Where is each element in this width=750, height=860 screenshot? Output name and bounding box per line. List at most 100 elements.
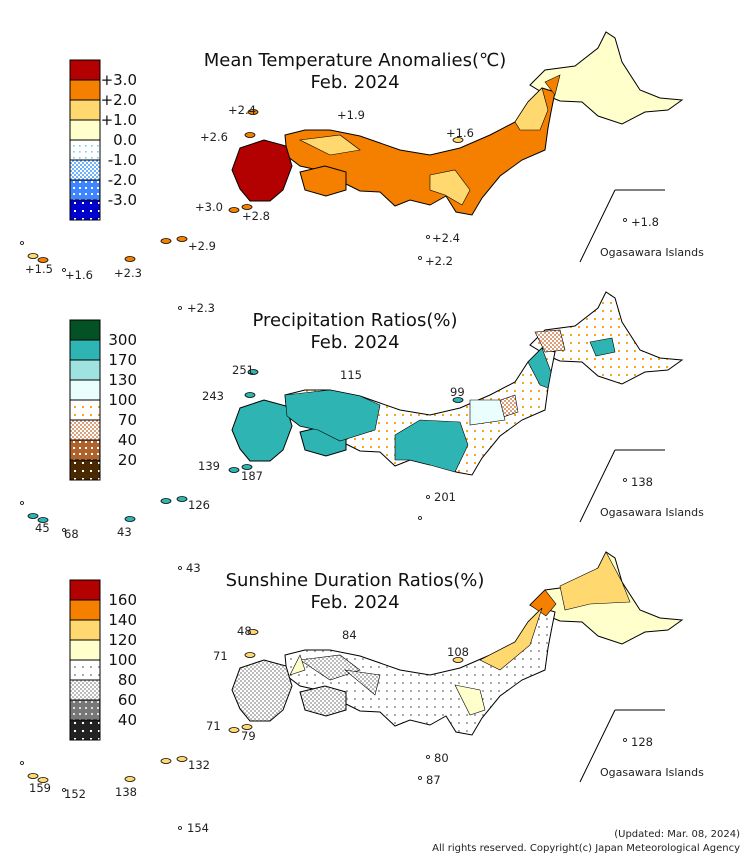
- station-value: 87: [426, 773, 441, 787]
- station-value: 43: [186, 561, 201, 575]
- legend-label: 40: [117, 711, 137, 729]
- station-value: 115: [340, 368, 362, 382]
- station-value: 99: [450, 385, 465, 399]
- anomaly-area: [454, 684, 486, 716]
- station-value: 79: [241, 729, 256, 743]
- island: [20, 501, 24, 505]
- island: [452, 657, 464, 663]
- island: [62, 528, 66, 532]
- island: [20, 241, 24, 245]
- shikoku-region: [299, 165, 347, 197]
- station-value: +1.6: [446, 126, 474, 140]
- island: [27, 253, 39, 259]
- legend-label: 40: [117, 431, 137, 449]
- island: [20, 761, 24, 765]
- legend-label: 80: [117, 671, 137, 689]
- island: [124, 776, 136, 782]
- station-value: 154: [187, 821, 209, 835]
- anomaly-area: [298, 134, 361, 156]
- island: [452, 397, 464, 403]
- island: [37, 777, 49, 783]
- inset-border: [579, 449, 616, 523]
- legend-label: 60: [117, 691, 137, 709]
- legend-swatch: [69, 199, 101, 221]
- island: [160, 498, 172, 504]
- station-value: 108: [447, 645, 469, 659]
- anomaly-area: [429, 169, 471, 206]
- island: [247, 629, 259, 635]
- legend-label: 130: [108, 371, 137, 389]
- station-value: +1.8: [631, 215, 659, 229]
- island: [62, 788, 66, 792]
- map-title: Mean Temperature Anomalies(℃): [203, 50, 507, 71]
- station-value: +2.4: [432, 231, 460, 245]
- legend-label: +3.0: [100, 71, 137, 89]
- island: [228, 727, 240, 733]
- anomaly-area: [284, 389, 381, 442]
- island: [241, 724, 253, 730]
- anomaly-area: [469, 399, 506, 426]
- ogasawara-label: Ogasawara Islands: [600, 506, 704, 519]
- anomaly-area: [544, 74, 561, 96]
- island: [244, 392, 256, 398]
- honshu-region: [284, 607, 556, 736]
- island: [247, 369, 259, 375]
- station-value: +2.6: [200, 130, 228, 144]
- legend-label: +1.0: [100, 111, 137, 129]
- station-value: +2.2: [425, 254, 453, 268]
- anomaly-area: [514, 87, 549, 131]
- island: [247, 109, 259, 115]
- island: [27, 513, 39, 519]
- island: [228, 207, 240, 213]
- station-value: 68: [64, 527, 79, 541]
- precipitation-map: [20, 291, 684, 570]
- island: [426, 755, 430, 759]
- copyright: All rights reserved. Copyright(c) Japan …: [432, 843, 740, 854]
- station-value: 45: [35, 521, 50, 535]
- island: [160, 238, 172, 244]
- map-subtitle: Feb. 2024: [310, 72, 400, 93]
- inset-border: [579, 709, 616, 783]
- station-value: 138: [115, 785, 137, 799]
- station-value: +2.4: [228, 103, 256, 117]
- map-subtitle: Feb. 2024: [310, 592, 400, 613]
- island: [176, 236, 188, 242]
- island: [124, 516, 136, 522]
- station-value: 139: [198, 459, 220, 473]
- legend-label: 160: [108, 591, 137, 609]
- island: [160, 758, 172, 764]
- kyushu-region: [231, 399, 293, 462]
- kyushu-region: [231, 139, 293, 202]
- island: [452, 137, 464, 143]
- station-value: 80: [434, 751, 449, 765]
- island: [228, 467, 240, 473]
- anomaly-area: [479, 607, 543, 671]
- station-value: 243: [202, 389, 224, 403]
- anomaly-area: [394, 419, 469, 473]
- legend-label: 0.0: [113, 131, 137, 149]
- updated-date: (Updated: Mar. 08, 2024): [614, 829, 740, 840]
- map-subtitle: Feb. 2024: [310, 332, 400, 353]
- island: [178, 306, 182, 310]
- station-value: 152: [64, 787, 86, 801]
- island: [623, 738, 627, 742]
- legend-label: 100: [108, 391, 137, 409]
- honshu-region: [284, 347, 556, 476]
- island: [244, 132, 256, 138]
- station-value: +2.3: [187, 301, 215, 315]
- station-value: +2.9: [188, 239, 216, 253]
- island: [241, 464, 253, 470]
- hokkaido-region: [529, 291, 684, 385]
- legend-label: 300: [108, 331, 137, 349]
- station-value: 128: [631, 735, 653, 749]
- inset-border: [579, 189, 616, 263]
- legend-swatch: [69, 459, 101, 481]
- island: [418, 516, 422, 520]
- legend-swatch: [69, 719, 101, 741]
- island: [124, 256, 136, 262]
- sunshine-map: [20, 551, 684, 830]
- station-value: 48: [237, 624, 252, 638]
- island: [176, 756, 188, 762]
- kyushu-region: [231, 659, 293, 722]
- anomaly-area: [289, 654, 306, 676]
